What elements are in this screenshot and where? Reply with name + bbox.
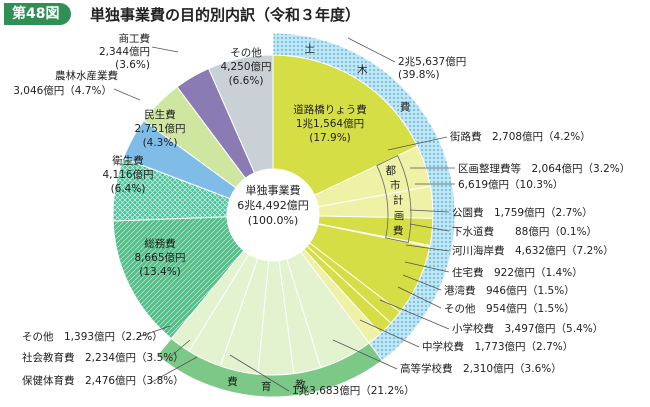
kyoiku-total-label: 1兆3,683億円（21.2%） bbox=[292, 384, 415, 397]
ring-label-kyoiku: 育 bbox=[261, 380, 272, 393]
center-label-total: 6兆4,492億円 bbox=[237, 199, 309, 212]
leader-line bbox=[404, 261, 450, 273]
gesui-label: 下水道費 88億円（0.1%） bbox=[452, 225, 597, 238]
road-label-name: 道路橋りょう費 bbox=[293, 103, 367, 116]
leader-line bbox=[347, 37, 396, 63]
leader-line bbox=[229, 354, 290, 392]
ring-label-toshi: 費 bbox=[393, 224, 404, 237]
shakai-label: 社会教育費 2,234億円（3.5%） bbox=[22, 351, 184, 364]
ring-label-kyoiku: 教 bbox=[295, 378, 306, 391]
jutaku-label: 住宅費 922億円（1.4%） bbox=[452, 266, 583, 279]
shoko-label-value: 2,344億円 bbox=[99, 45, 150, 58]
center-label-title: 単独事業費 bbox=[246, 183, 301, 197]
eisei-label-value: 4,116億円 bbox=[102, 168, 153, 181]
norin-label-name: 農林水産業費 bbox=[55, 69, 118, 82]
eisei-label-pct: (6.4%) bbox=[111, 183, 146, 195]
center-hole bbox=[227, 169, 319, 261]
toshi-total-label: 6,619億円（10.3%） bbox=[458, 178, 563, 191]
group-ring-segment bbox=[156, 337, 383, 398]
somu-label-name: 総務費 bbox=[144, 237, 176, 250]
ring-label-toshi: 画 bbox=[394, 210, 405, 222]
leader-line bbox=[151, 46, 179, 53]
gaiso-label: 街路費 2,708億円（4.2%） bbox=[450, 130, 591, 143]
leader-line bbox=[379, 299, 450, 330]
sonota-label-value: 4,250億円 bbox=[220, 60, 271, 73]
doboku-other-label: その他 954億円（1.5%） bbox=[444, 302, 575, 315]
sonota-label-name: その他 bbox=[230, 46, 262, 59]
road-label-pct: (17.9%) bbox=[309, 132, 351, 144]
center-label-pct: (100.0%) bbox=[248, 214, 299, 227]
somu-label-pct: (13.4%) bbox=[139, 266, 181, 278]
ring-label-toshi: 都 bbox=[386, 165, 397, 177]
kotogakko-label: 高等学校費 2,310億円（3.6%） bbox=[400, 362, 562, 375]
chart-title: 単独事業費の目的別内訳（令和３年度） bbox=[90, 6, 361, 24]
kukaku-label: 区画整理費等 2,064億円（3.2%） bbox=[458, 162, 630, 175]
kowan-label: 港湾費 946億円（1.5%） bbox=[444, 284, 575, 297]
leader-line bbox=[405, 244, 450, 252]
shoko-label-pct: (3.6%) bbox=[115, 59, 150, 71]
leader-line bbox=[359, 319, 420, 348]
header: 第48図 単独事業費の目的別内訳（令和３年度） bbox=[0, 0, 650, 30]
figure-number-badge: 第48図 bbox=[4, 3, 72, 25]
ring-label-doboku: 費 bbox=[400, 100, 411, 113]
shoko-label-name: 商工費 bbox=[119, 32, 151, 45]
leader-line bbox=[409, 209, 450, 213]
eisei-label-name: 衛生費 bbox=[112, 154, 144, 167]
kasen-label: 河川海岸費 4,632億円（7.2%） bbox=[452, 244, 614, 257]
somu-label-value: 8,665億円 bbox=[134, 251, 185, 264]
road-label-value: 1兆1,564億円 bbox=[296, 117, 364, 130]
doboku-total-pct: (39.8%) bbox=[398, 69, 440, 81]
leader-line bbox=[397, 286, 442, 309]
doboku-total-value: 2兆5,637億円 bbox=[398, 55, 466, 68]
kyoiku-other-label: その他 1,393億円（2.2%） bbox=[22, 330, 163, 343]
ring-label-toshi: 市 bbox=[390, 179, 401, 192]
minsei-label-value: 2,751億円 bbox=[134, 122, 185, 135]
ring-label-kyoiku: 費 bbox=[227, 375, 238, 388]
leader-line bbox=[149, 356, 198, 384]
leader-line bbox=[387, 136, 448, 151]
leader-line bbox=[169, 339, 191, 358]
leader-line bbox=[113, 88, 141, 101]
leader-line bbox=[137, 325, 171, 338]
toshi-bracket bbox=[376, 155, 412, 243]
hoken-label: 保健体育費 2,476億円（3.8%） bbox=[22, 374, 184, 387]
koen-label: 公園費 1,759億円（2.7%） bbox=[452, 206, 593, 219]
ring-label-doboku: 木 bbox=[357, 64, 368, 76]
norin-label-value: 3,046億円（4.7%） bbox=[13, 84, 112, 97]
shogakko-label: 小学校費 3,497億円（5.4%） bbox=[452, 322, 603, 335]
chugakko-label: 中学校費 1,773億円（2.7%） bbox=[422, 340, 573, 353]
sonota-label-pct: (6.6%) bbox=[229, 75, 264, 87]
ring-label-toshi: 計 bbox=[393, 194, 404, 207]
ring-label-doboku: 土 bbox=[305, 42, 316, 55]
minsei-label-name: 民生費 bbox=[144, 108, 176, 121]
leader-line bbox=[332, 339, 398, 370]
minsei-label-pct: (4.3%) bbox=[143, 137, 178, 149]
leader-line bbox=[402, 274, 442, 291]
leader-line bbox=[409, 223, 450, 232]
